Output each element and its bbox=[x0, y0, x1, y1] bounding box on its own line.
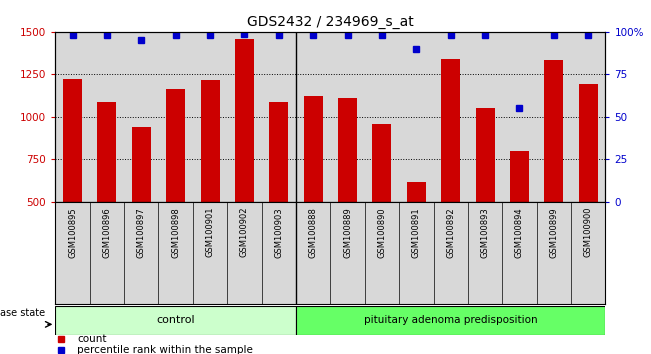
Text: GSM100891: GSM100891 bbox=[412, 207, 421, 258]
Bar bbox=[338, 98, 357, 202]
Bar bbox=[63, 79, 82, 202]
Text: GSM100897: GSM100897 bbox=[137, 207, 146, 258]
Text: GSM100888: GSM100888 bbox=[309, 207, 318, 258]
Bar bbox=[296, 306, 605, 335]
Bar bbox=[304, 96, 323, 202]
Bar bbox=[510, 151, 529, 202]
Text: pituitary adenoma predisposition: pituitary adenoma predisposition bbox=[364, 315, 538, 325]
Text: GSM100895: GSM100895 bbox=[68, 207, 77, 258]
Bar bbox=[407, 182, 426, 202]
Bar bbox=[270, 102, 288, 202]
Text: GSM100903: GSM100903 bbox=[274, 207, 283, 258]
Text: GSM100892: GSM100892 bbox=[446, 207, 455, 258]
Bar bbox=[441, 59, 460, 202]
Text: control: control bbox=[156, 315, 195, 325]
Text: percentile rank within the sample: percentile rank within the sample bbox=[77, 345, 253, 354]
Text: GSM100890: GSM100890 bbox=[378, 207, 387, 258]
Bar bbox=[235, 39, 254, 202]
Bar bbox=[544, 60, 563, 202]
Bar bbox=[132, 127, 151, 202]
Text: GSM100894: GSM100894 bbox=[515, 207, 524, 258]
Text: disease state: disease state bbox=[0, 308, 45, 318]
Text: GSM100901: GSM100901 bbox=[206, 207, 215, 257]
Text: count: count bbox=[77, 335, 107, 344]
Text: GSM100900: GSM100900 bbox=[584, 207, 593, 257]
Text: GSM100902: GSM100902 bbox=[240, 207, 249, 257]
Bar bbox=[98, 102, 117, 202]
Bar bbox=[579, 84, 598, 202]
Title: GDS2432 / 234969_s_at: GDS2432 / 234969_s_at bbox=[247, 16, 414, 29]
Bar bbox=[55, 306, 296, 335]
Text: GSM100889: GSM100889 bbox=[343, 207, 352, 258]
Text: GSM100893: GSM100893 bbox=[480, 207, 490, 258]
Text: GSM100899: GSM100899 bbox=[549, 207, 559, 258]
Bar bbox=[201, 80, 219, 202]
Text: GSM100896: GSM100896 bbox=[102, 207, 111, 258]
Bar bbox=[476, 108, 495, 202]
Bar bbox=[166, 89, 185, 202]
Text: GSM100898: GSM100898 bbox=[171, 207, 180, 258]
Bar bbox=[372, 124, 391, 202]
